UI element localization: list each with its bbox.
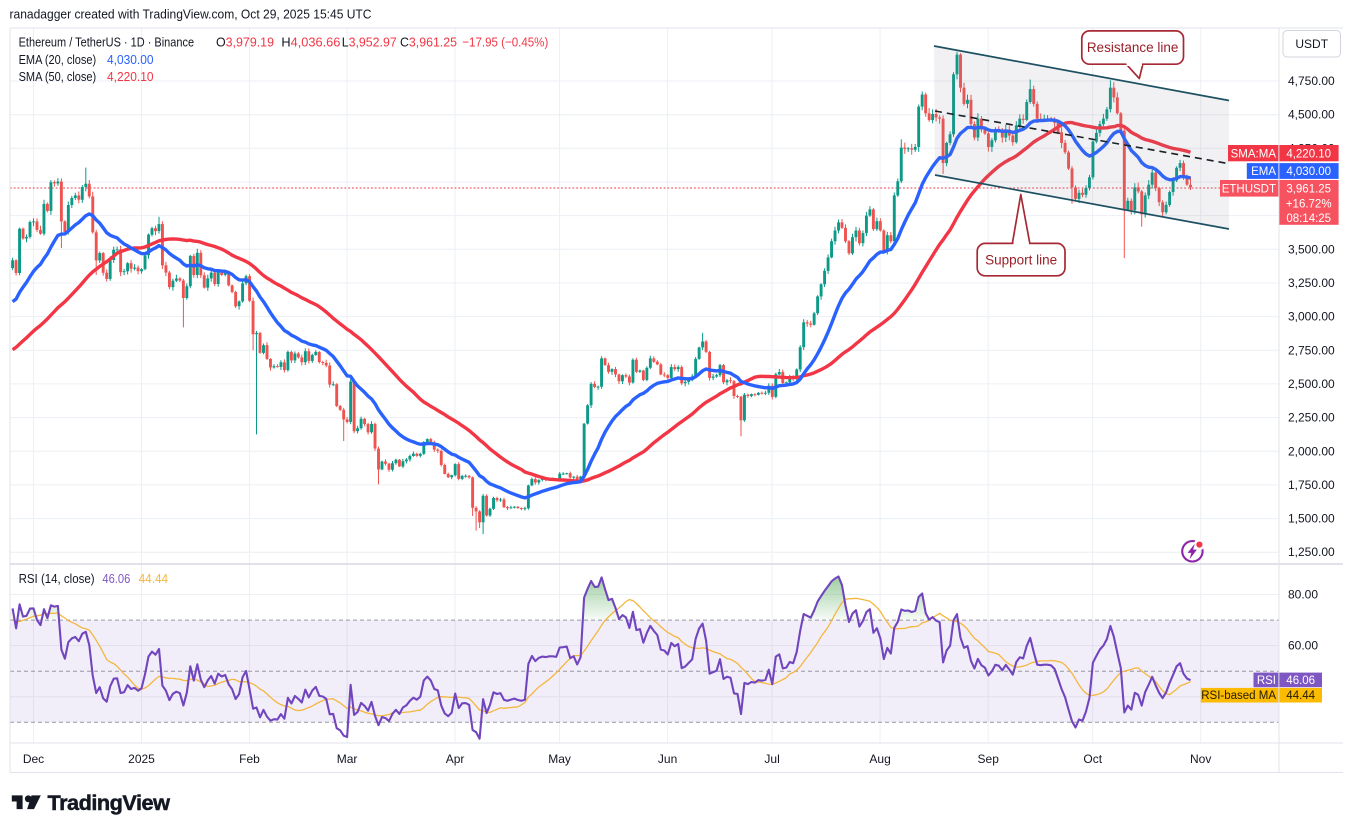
- svg-text:Dec: Dec: [23, 752, 44, 766]
- svg-text:C3,961.25: C3,961.25: [400, 35, 457, 50]
- svg-text:EMA (20, close): EMA (20, close): [19, 52, 97, 67]
- svg-text:Sep: Sep: [978, 752, 1000, 766]
- svg-text:2,750.00: 2,750.00: [1288, 343, 1335, 357]
- svg-text:Aug: Aug: [869, 752, 890, 766]
- svg-text:Feb: Feb: [239, 752, 260, 766]
- svg-text:2025: 2025: [128, 752, 155, 766]
- svg-text:RSI-based MA: RSI-based MA: [1201, 690, 1276, 702]
- svg-text:3,250.00: 3,250.00: [1288, 276, 1335, 290]
- svg-text:Mar: Mar: [337, 752, 358, 766]
- svg-text:4,500.00: 4,500.00: [1288, 108, 1335, 122]
- svg-text:Support line: Support line: [985, 252, 1057, 267]
- svg-text:May: May: [548, 752, 571, 766]
- svg-text:Nov: Nov: [1190, 752, 1211, 766]
- svg-text:08:14:25: 08:14:25: [1286, 213, 1331, 225]
- svg-text:Ethereum / TetherUS · 1D · Bin: Ethereum / TetherUS · 1D · Binance: [19, 35, 195, 50]
- svg-text:ETHUSDT: ETHUSDT: [1222, 184, 1276, 196]
- svg-text:3,500.00: 3,500.00: [1288, 242, 1335, 256]
- svg-text:Jun: Jun: [658, 752, 677, 766]
- svg-text:−17.95 (−0.45%): −17.95 (−0.45%): [462, 35, 548, 50]
- svg-text:3,961.25: 3,961.25: [1286, 184, 1331, 196]
- svg-text:O3,979.19: O3,979.19: [216, 35, 274, 50]
- svg-text:46.06: 46.06: [102, 571, 130, 586]
- svg-text:TradingView: TradingView: [48, 791, 171, 815]
- svg-text:1,750.00: 1,750.00: [1288, 478, 1335, 492]
- svg-text:44.44: 44.44: [1286, 690, 1315, 702]
- svg-text:ranadagger created with Tradin: ranadagger created with TradingView.com,…: [10, 7, 372, 22]
- svg-text:H4,036.66: H4,036.66: [281, 35, 340, 50]
- svg-text:Jul: Jul: [764, 752, 779, 766]
- svg-text:4,030.00: 4,030.00: [1286, 166, 1331, 178]
- svg-text:EMA: EMA: [1251, 166, 1276, 178]
- svg-text:Oct: Oct: [1083, 752, 1102, 766]
- svg-text:Resistance line: Resistance line: [1087, 40, 1179, 55]
- svg-text:USDT: USDT: [1295, 37, 1328, 51]
- svg-text:60.00: 60.00: [1288, 639, 1318, 653]
- svg-text:4,750.00: 4,750.00: [1288, 74, 1335, 88]
- svg-text:4,030.00: 4,030.00: [107, 52, 154, 67]
- svg-text:Apr: Apr: [446, 752, 465, 766]
- svg-text:44.44: 44.44: [139, 571, 169, 586]
- svg-text:2,000.00: 2,000.00: [1288, 444, 1335, 458]
- svg-text:RSI: RSI: [1257, 675, 1276, 687]
- svg-text:2,500.00: 2,500.00: [1288, 377, 1335, 391]
- svg-text:SMA (50, close): SMA (50, close): [19, 69, 97, 84]
- svg-text:3,000.00: 3,000.00: [1288, 310, 1335, 324]
- svg-text:1,250.00: 1,250.00: [1288, 545, 1335, 559]
- svg-text:2,250.00: 2,250.00: [1288, 411, 1335, 425]
- svg-text:+16.72%: +16.72%: [1286, 198, 1332, 210]
- svg-text:4,220.10: 4,220.10: [1286, 148, 1331, 160]
- svg-text:1,500.00: 1,500.00: [1288, 512, 1335, 526]
- svg-text:RSI (14, close): RSI (14, close): [19, 571, 95, 586]
- svg-text:46.06: 46.06: [1286, 675, 1315, 687]
- svg-text:80.00: 80.00: [1288, 588, 1318, 602]
- svg-text:L3,952.97: L3,952.97: [342, 35, 397, 50]
- svg-text:4,220.10: 4,220.10: [107, 69, 154, 84]
- svg-text:SMA:MA: SMA:MA: [1231, 148, 1277, 160]
